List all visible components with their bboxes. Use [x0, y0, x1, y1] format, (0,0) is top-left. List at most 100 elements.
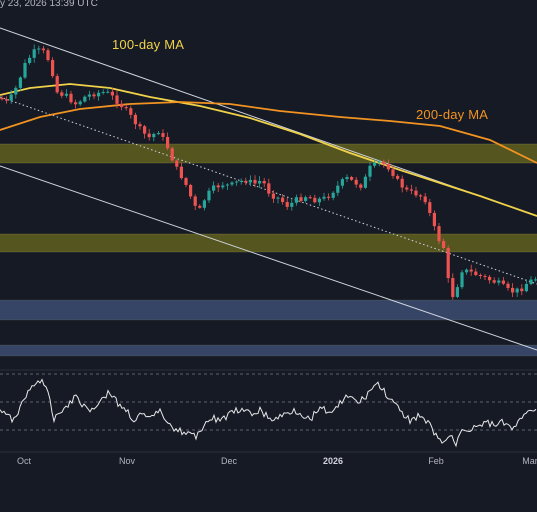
chart-header: y 23, 2026 13:39 UTC [0, 0, 537, 17]
candle-body [0, 98, 4, 100]
candle-body [322, 196, 326, 199]
candle-body [423, 196, 427, 203]
candle-body [193, 196, 197, 206]
candle-body [202, 200, 206, 208]
candle-body [262, 180, 266, 184]
candle-body [253, 179, 257, 184]
candle-body [363, 176, 367, 188]
candle-body [506, 283, 510, 288]
candle-body [331, 192, 335, 198]
candle-body [437, 226, 441, 242]
ma100-label: 100-day MA [112, 37, 185, 52]
candle-body [529, 279, 533, 285]
candle-body [244, 180, 248, 183]
candle-body [524, 284, 528, 292]
candle-body [175, 160, 179, 167]
candle-body [455, 287, 459, 297]
candle-body [74, 102, 78, 105]
candle-body [368, 165, 372, 177]
candle-body [317, 198, 321, 203]
candle-body [152, 134, 156, 138]
candle-body [156, 133, 160, 135]
rsi-line [0, 378, 537, 448]
candle-body [170, 148, 174, 161]
candle-body [488, 276, 492, 281]
zone-1 [0, 234, 537, 252]
channel-lower-line [0, 165, 537, 351]
candle-body [101, 91, 105, 93]
zone-3 [0, 345, 537, 356]
candle-body [5, 99, 9, 101]
candle-body [442, 241, 446, 248]
candle-body [281, 197, 285, 203]
candle-body [23, 63, 27, 78]
candle-body [235, 181, 239, 183]
ma200-label: 200-day MA [416, 107, 489, 122]
candle-body [465, 269, 469, 273]
candle-body [294, 197, 298, 203]
x-tick-dec: Dec [220, 456, 238, 466]
candle-body [37, 48, 41, 50]
candle-body [51, 60, 55, 77]
candle-body [511, 287, 515, 293]
candle-body [28, 57, 32, 64]
candle-body [409, 189, 413, 191]
candle-body [248, 179, 252, 183]
x-tick-mar: Mar [522, 456, 537, 466]
x-tick-2026: 2026 [322, 456, 344, 466]
candle-body [304, 197, 308, 201]
candle-body [299, 197, 303, 201]
candle-body [327, 196, 331, 198]
candle-body [60, 92, 64, 96]
candle-body [115, 95, 119, 104]
candle-body [492, 280, 496, 283]
candle-body [106, 91, 110, 93]
candle-body [497, 280, 501, 283]
moving-averages [0, 83, 537, 217]
candle-body [198, 205, 202, 208]
candle-body [9, 94, 13, 101]
candle-body [239, 180, 243, 182]
candle-body [432, 212, 436, 227]
x-tick-oct: Oct [16, 456, 32, 466]
candle-body [14, 87, 18, 95]
candle-body [166, 136, 170, 149]
candle-body [87, 94, 91, 97]
zones [0, 143, 537, 357]
candle-body [313, 197, 317, 203]
candle-body [350, 177, 354, 180]
candle-body [147, 133, 151, 138]
rsi-panel [0, 369, 537, 453]
candle-body [428, 202, 432, 213]
candle-body [189, 184, 193, 197]
candle-body [64, 93, 68, 96]
candle-body [55, 76, 59, 93]
candle-body [207, 190, 211, 201]
zone-2 [0, 300, 537, 320]
candle-body [446, 247, 450, 279]
candle-body [382, 161, 386, 165]
candle-body [469, 269, 473, 272]
zone-0 [0, 144, 537, 163]
candle-body [478, 275, 482, 277]
candle-body [161, 133, 165, 137]
candle-body [276, 197, 280, 199]
header-timestamp: y 23, 2026 13:39 UTC [0, 0, 98, 9]
candle-body [419, 195, 423, 197]
candle-body [377, 161, 381, 163]
candle-body [285, 202, 289, 207]
candle-body [129, 108, 133, 115]
candle-body [92, 94, 96, 97]
candle-body [133, 114, 137, 125]
candle-body [78, 101, 82, 105]
candle-body [216, 185, 220, 188]
candle-body [18, 77, 22, 88]
candle-body [46, 50, 50, 61]
candle-body [143, 126, 147, 134]
candle-body [396, 175, 400, 179]
candle-body [230, 182, 234, 185]
ma200-line [0, 101, 537, 164]
candle-body [354, 179, 358, 185]
ma100-line [0, 83, 537, 217]
candle-body [120, 103, 124, 108]
